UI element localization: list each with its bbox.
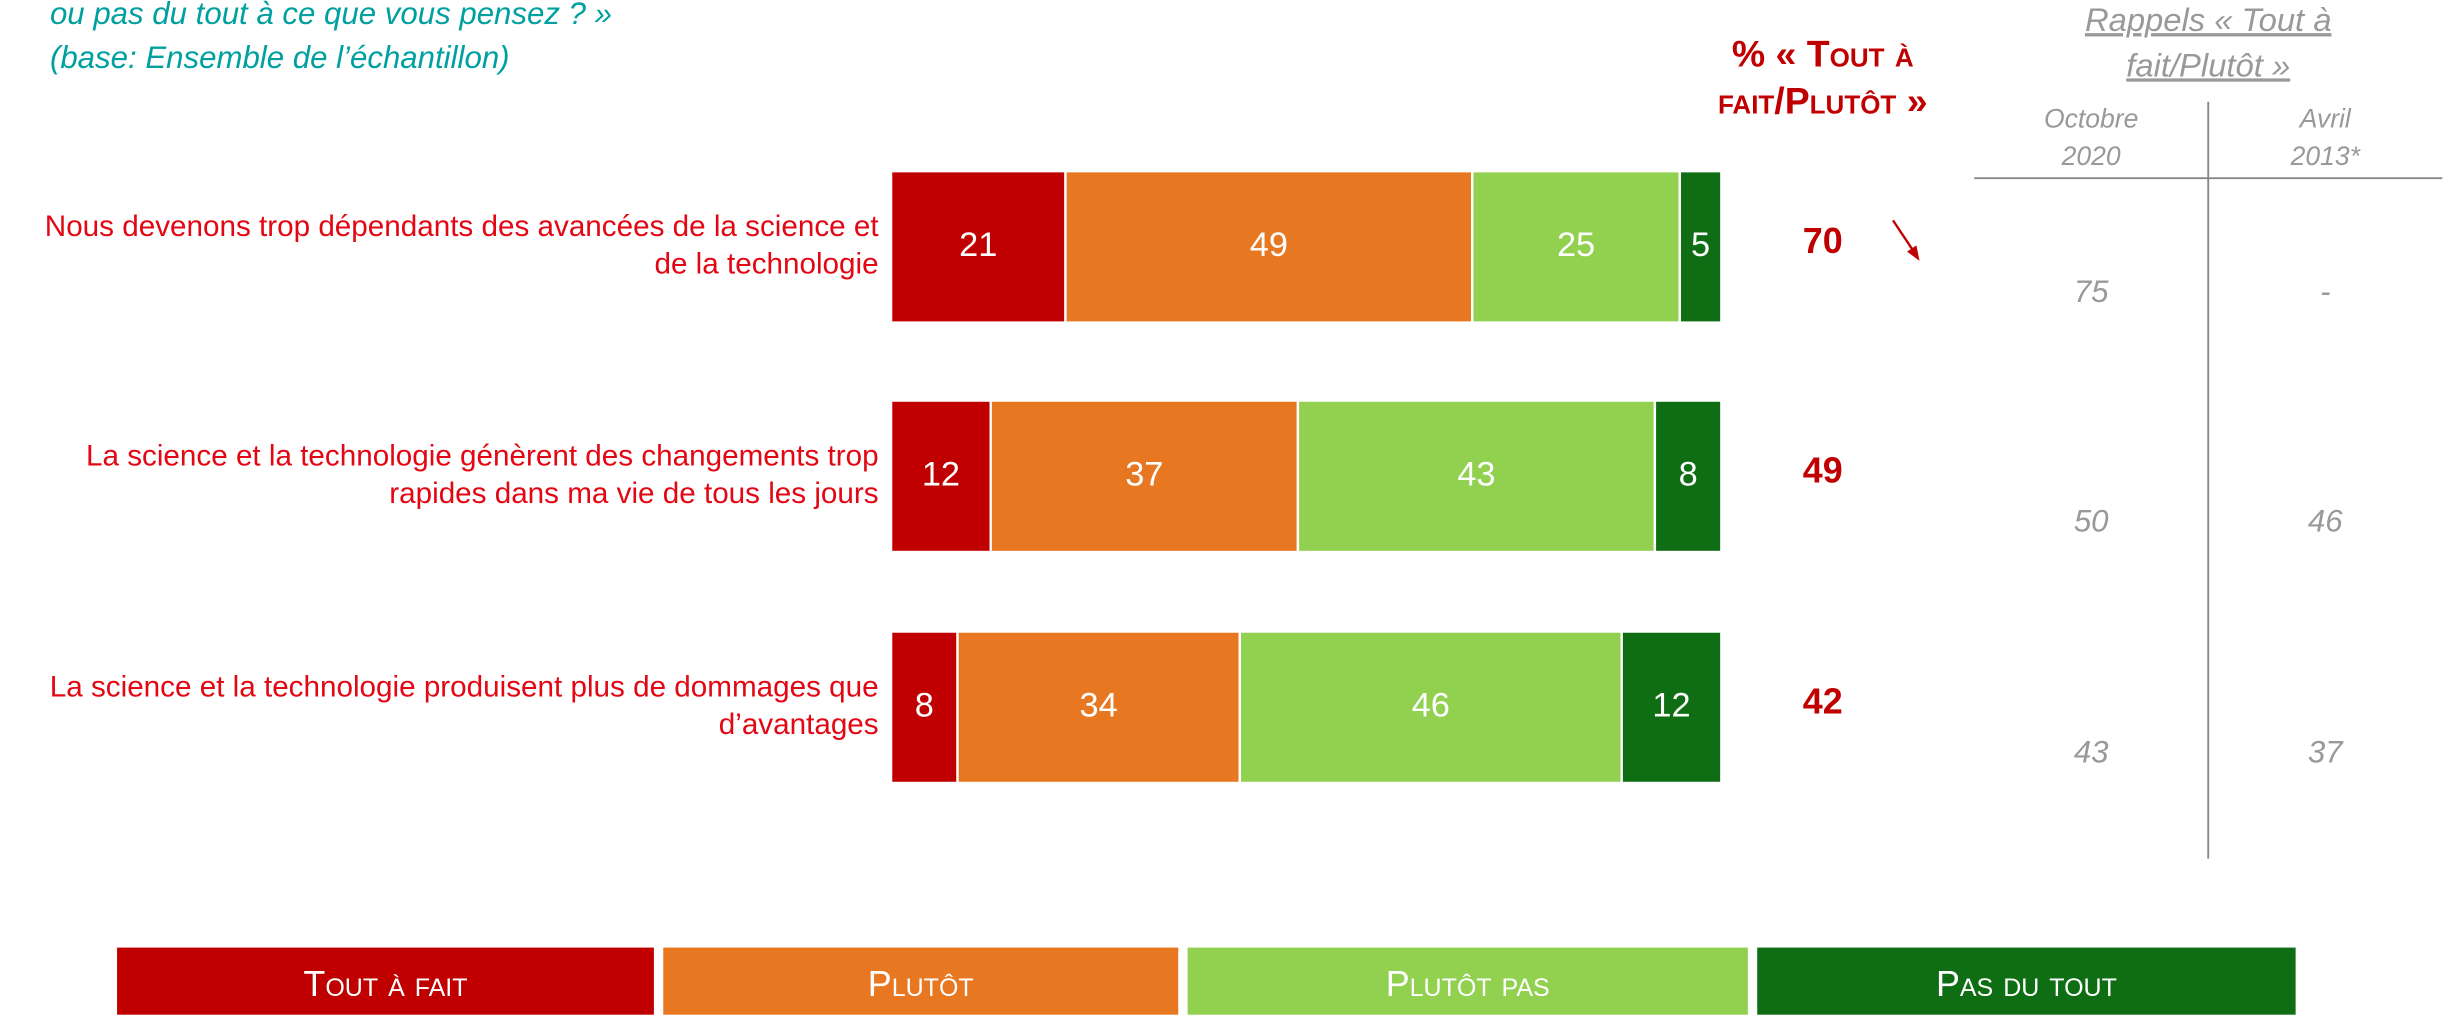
data-label: 12 [1652,686,1690,724]
bar-segment [1678,170,1723,324]
subtitle: ou pas du tout à ce que vous pensez ? » [50,0,612,31]
legend-label: Plutôt pas [1386,964,1550,1004]
bar-segment [1238,630,1623,785]
bar-segment [989,399,1300,554]
bar-segment [956,630,1241,785]
legend-swatch [1757,947,2296,1015]
category-label: La science et la technologie génèrent de… [86,439,879,509]
data-label: 8 [915,686,934,724]
data-label: 46 [1412,686,1450,724]
data-label: 37 [1125,455,1163,493]
data-label: 25 [1557,226,1595,264]
category-label: La science et la technologie produisent … [50,670,879,740]
data-label: 12 [922,455,960,493]
bar-segment [889,170,1067,324]
recall-column-header: Octobre 2020 [2044,103,2138,170]
total-label: 49 [1803,451,1843,491]
recall-title: Rappels « Tout à fait/Plutôt » [2085,1,2332,83]
legend-label: Tout à fait [303,964,467,1004]
data-label: 5 [1691,226,1710,264]
data-label: 34 [1080,686,1118,724]
recall-value: 50 [2074,503,2109,538]
data-label: 49 [1250,226,1288,264]
recall-column-header: Avril 2013* [2290,103,2362,170]
bar-segment [1471,170,1681,324]
recall-value: 43 [2074,734,2109,769]
totals-header: % « Tout à fait/Plutôt » [1718,32,1928,121]
recall-value: - [2320,274,2330,309]
bar-segment [1653,399,1723,554]
legend-swatch [1187,947,1748,1015]
bar-segment [1064,170,1474,324]
subtitle: (base: Ensemble de l’échantillon) [50,40,510,75]
recall-value: 46 [2308,503,2343,538]
recall-value: 37 [2308,734,2344,769]
bar-segment [889,630,959,785]
data-label: 8 [1679,455,1698,493]
trend-arrow [1892,219,1920,261]
recall-value: 75 [2074,274,2109,309]
bar-segment [1620,630,1723,785]
bar-segment [1296,399,1657,554]
legend-swatch [663,947,1179,1015]
category-label: Nous devenons trop dépendants des avancé… [45,210,880,280]
data-label: 21 [959,226,997,264]
legend-swatch [117,947,654,1015]
data-label: 43 [1457,455,1495,493]
legend-label: Plutôt [868,964,974,1004]
legend-label: Pas du tout [1936,964,2117,1004]
total-label: 70 [1803,221,1843,261]
total-label: 42 [1803,682,1843,722]
